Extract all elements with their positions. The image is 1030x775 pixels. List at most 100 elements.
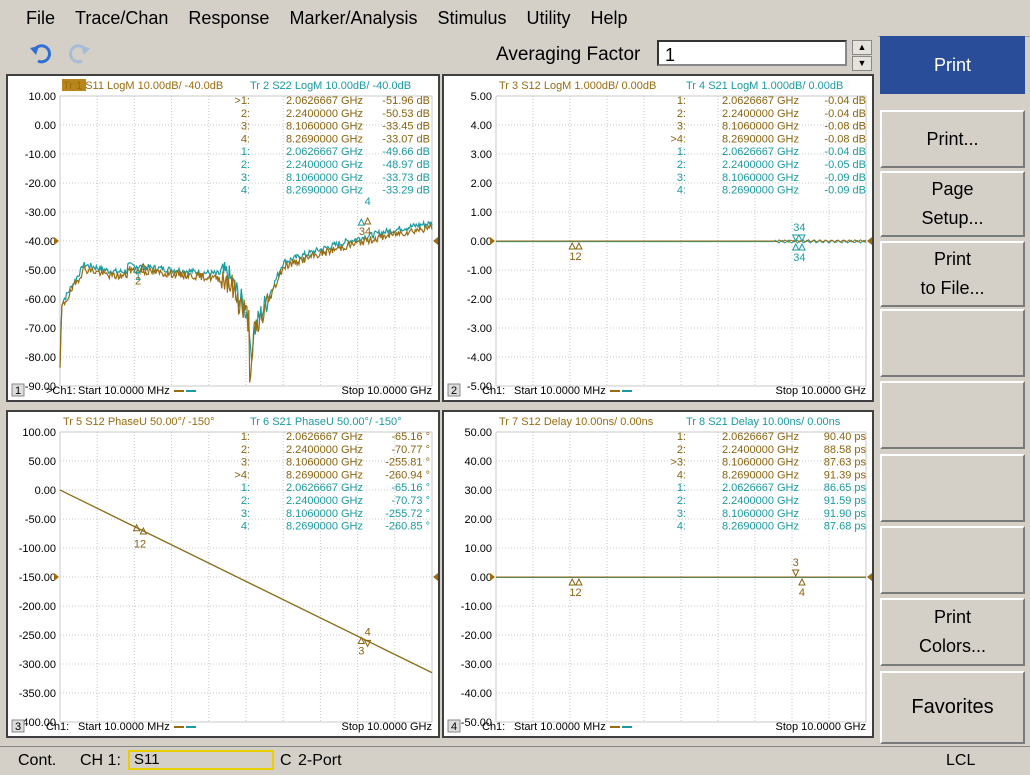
stop-frequency[interactable]: Stop 10.0000 GHz	[341, 385, 432, 397]
marker-triangle-icon[interactable]	[568, 241, 577, 250]
window-number: 2	[451, 385, 457, 397]
softkey-print-to-file[interactable]: Print to File...	[880, 241, 1025, 307]
stop-frequency[interactable]: Stop 10.0000 GHz	[341, 721, 432, 733]
softkey-favorites[interactable]: Favorites	[880, 671, 1025, 744]
menu-help[interactable]: Help	[590, 8, 628, 28]
marker-value: 87.68 ps	[824, 521, 867, 533]
softkey-blank-3[interactable]	[880, 454, 1025, 522]
marker-triangle-icon[interactable]	[575, 577, 583, 586]
sweep-mode: Cont.	[18, 752, 57, 769]
marker-frequency: 2.2400000 GHz	[286, 495, 363, 507]
menu-file[interactable]: File	[26, 8, 56, 28]
trace-header-even[interactable]: Tr 4 S21 LogM 1.000dB/ 0.00dB	[686, 80, 843, 92]
marker-triangle-icon[interactable]	[791, 242, 800, 251]
menu-response[interactable]: Response	[188, 8, 270, 28]
marker-triangle-icon[interactable]	[575, 241, 583, 250]
window-4-plot[interactable]: 50.00 40.00 30.00 20.00 10.00 0.00 -10.00 -20.0…	[444, 412, 872, 736]
window-1-plot[interactable]: 10.00 0.00 -10.00 -20.00 -30.00 -40.00 -50.00 -…	[8, 76, 438, 400]
start-frequency[interactable]: Start 10.0000 MHz	[514, 385, 606, 397]
marker-value: -33.29 dB	[382, 185, 430, 197]
softkey-blank-2[interactable]	[880, 381, 1025, 449]
window-3-plot[interactable]: 100.00 50.00 0.00 -50.00 -100.00 -150.00 -200.…	[8, 412, 438, 736]
trace-header-odd[interactable]: Tr 1 S11 LogM 10.00dB/ -40.0dB	[63, 80, 223, 92]
marker-label: 3	[358, 645, 364, 657]
menu-utility[interactable]: Utility	[526, 8, 571, 28]
y-tick-label: 5.00	[471, 91, 492, 103]
menu-stimulus[interactable]: Stimulus	[437, 8, 507, 28]
trace-header-odd[interactable]: Tr 7 S12 Delay 10.00ns/ 0.00ns	[499, 416, 654, 428]
marker-frequency: 8.2690000 GHz	[286, 133, 363, 145]
softkey-page-setup[interactable]: Page Setup...	[880, 171, 1025, 237]
averaging-factor-spinner[interactable]: ▲ ▼	[852, 40, 872, 71]
menu-trace-chan[interactable]: Trace/Chan	[75, 8, 169, 28]
trace-data	[496, 239, 867, 244]
y-tick-label: -90.00	[25, 381, 56, 393]
window-3[interactable]: 100.00 50.00 0.00 -50.00 -100.00 -150.00 -200.…	[6, 410, 440, 738]
marker-triangle-icon[interactable]	[357, 218, 366, 226]
menu-bar: File Trace/Chan Response Marker/Analysis…	[0, 0, 1030, 37]
marker-label: 34	[359, 226, 371, 238]
active-measurement[interactable]: S11	[128, 750, 274, 770]
softkey-print-dialog[interactable]: Print...	[880, 110, 1025, 168]
y-tick-label: -50.00	[25, 514, 56, 526]
window-1[interactable]: 10.00 0.00 -10.00 -20.00 -30.00 -40.00 -50.00 -…	[6, 74, 440, 402]
marker-frequency: 2.0626667 GHz	[286, 146, 363, 158]
y-tick-label: -4.00	[467, 352, 492, 364]
marker-frequency: 2.0626667 GHz	[286, 95, 363, 107]
y-tick-label: -100.00	[19, 543, 56, 555]
softkey-print-colors[interactable]: Print Colors...	[880, 598, 1025, 666]
start-frequency[interactable]: Start 10.0000 MHz	[78, 721, 170, 733]
marker-frequency: 2.2400000 GHz	[286, 444, 363, 456]
marker-triangle-icon[interactable]	[139, 262, 148, 271]
averaging-factor-input[interactable]: 1	[657, 40, 847, 66]
trace-data	[496, 576, 866, 578]
redo-icon[interactable]	[66, 40, 92, 66]
trace-header-even[interactable]: Tr 2 S22 LogM 10.00dB/ -40.0dB	[250, 80, 411, 92]
softkey-print[interactable]: Print	[880, 36, 1025, 94]
window-2[interactable]: 5.00 4.00 3.00 2.00 1.00 0.00 -1.00 -2.00 -3.00 -…	[442, 74, 874, 402]
trace-header-even[interactable]: Tr 6 S21 PhaseU 50.00°/ -150°	[250, 416, 401, 428]
marker-triangle-icon[interactable]	[798, 234, 806, 243]
channel-label: Ch1:	[46, 721, 69, 733]
trace-header-odd[interactable]: Tr 3 S12 LogM 1.000dB/ 0.00dB	[499, 80, 656, 92]
y-tick-label: 0.00	[471, 572, 492, 584]
marker-frequency: 2.0626667 GHz	[722, 431, 799, 443]
window-4[interactable]: 50.00 40.00 30.00 20.00 10.00 0.00 -10.00 -20.0…	[442, 410, 874, 738]
spin-up-icon[interactable]: ▲	[852, 40, 872, 55]
y-tick-label: -2.00	[467, 294, 492, 306]
y-tick-label: 0.00	[471, 236, 492, 248]
softkey-blank-1[interactable]	[880, 309, 1025, 377]
window-number-box	[11, 719, 25, 733]
marker-triangle-icon[interactable]	[139, 526, 148, 535]
marker-value: -255.81 °	[385, 457, 430, 469]
start-frequency[interactable]: Start 10.0000 MHz	[514, 721, 606, 733]
marker-triangle-icon[interactable]	[791, 234, 800, 243]
start-frequency[interactable]: Start 10.0000 MHz	[78, 385, 170, 397]
undo-icon[interactable]	[28, 40, 54, 66]
marker-triangle-icon[interactable]	[363, 639, 372, 648]
marker-number: 2:	[677, 495, 686, 507]
trace-header-odd[interactable]: Tr 5 S12 PhaseU 50.00°/ -150°	[63, 416, 214, 428]
y-tick-label: 0.00	[35, 120, 56, 132]
marker-triangle-icon[interactable]	[798, 577, 806, 586]
stop-frequency[interactable]: Stop 10.0000 GHz	[775, 385, 866, 397]
y-tick-label: 20.00	[464, 514, 492, 526]
menu-marker-analysis[interactable]: Marker/Analysis	[289, 8, 418, 28]
marker-triangle-icon[interactable]	[357, 636, 366, 644]
stop-frequency[interactable]: Stop 10.0000 GHz	[775, 721, 866, 733]
reference-left-icon	[54, 237, 59, 245]
marker-triangle-icon[interactable]	[132, 523, 141, 532]
trace-header-even[interactable]: Tr 8 S21 Delay 10.00ns/ 0.00ns	[686, 416, 841, 428]
marker-triangle-icon[interactable]	[363, 216, 372, 225]
marker-triangle-icon[interactable]	[568, 577, 577, 586]
marker-number: 1:	[677, 146, 686, 158]
marker-frequency: 8.1060000 GHz	[286, 508, 363, 520]
marker-value: -255.72 °	[385, 508, 430, 520]
window-2-plot[interactable]: 5.00 4.00 3.00 2.00 1.00 0.00 -1.00 -2.00 -3.00 -…	[444, 76, 872, 400]
marker-triangle-icon[interactable]	[798, 242, 806, 251]
marker-number: 3:	[677, 121, 686, 133]
softkey-blank-4[interactable]	[880, 526, 1025, 594]
marker-triangle-icon[interactable]	[132, 265, 141, 273]
spin-down-icon[interactable]: ▼	[852, 56, 872, 71]
marker-triangle-icon[interactable]	[791, 569, 800, 578]
